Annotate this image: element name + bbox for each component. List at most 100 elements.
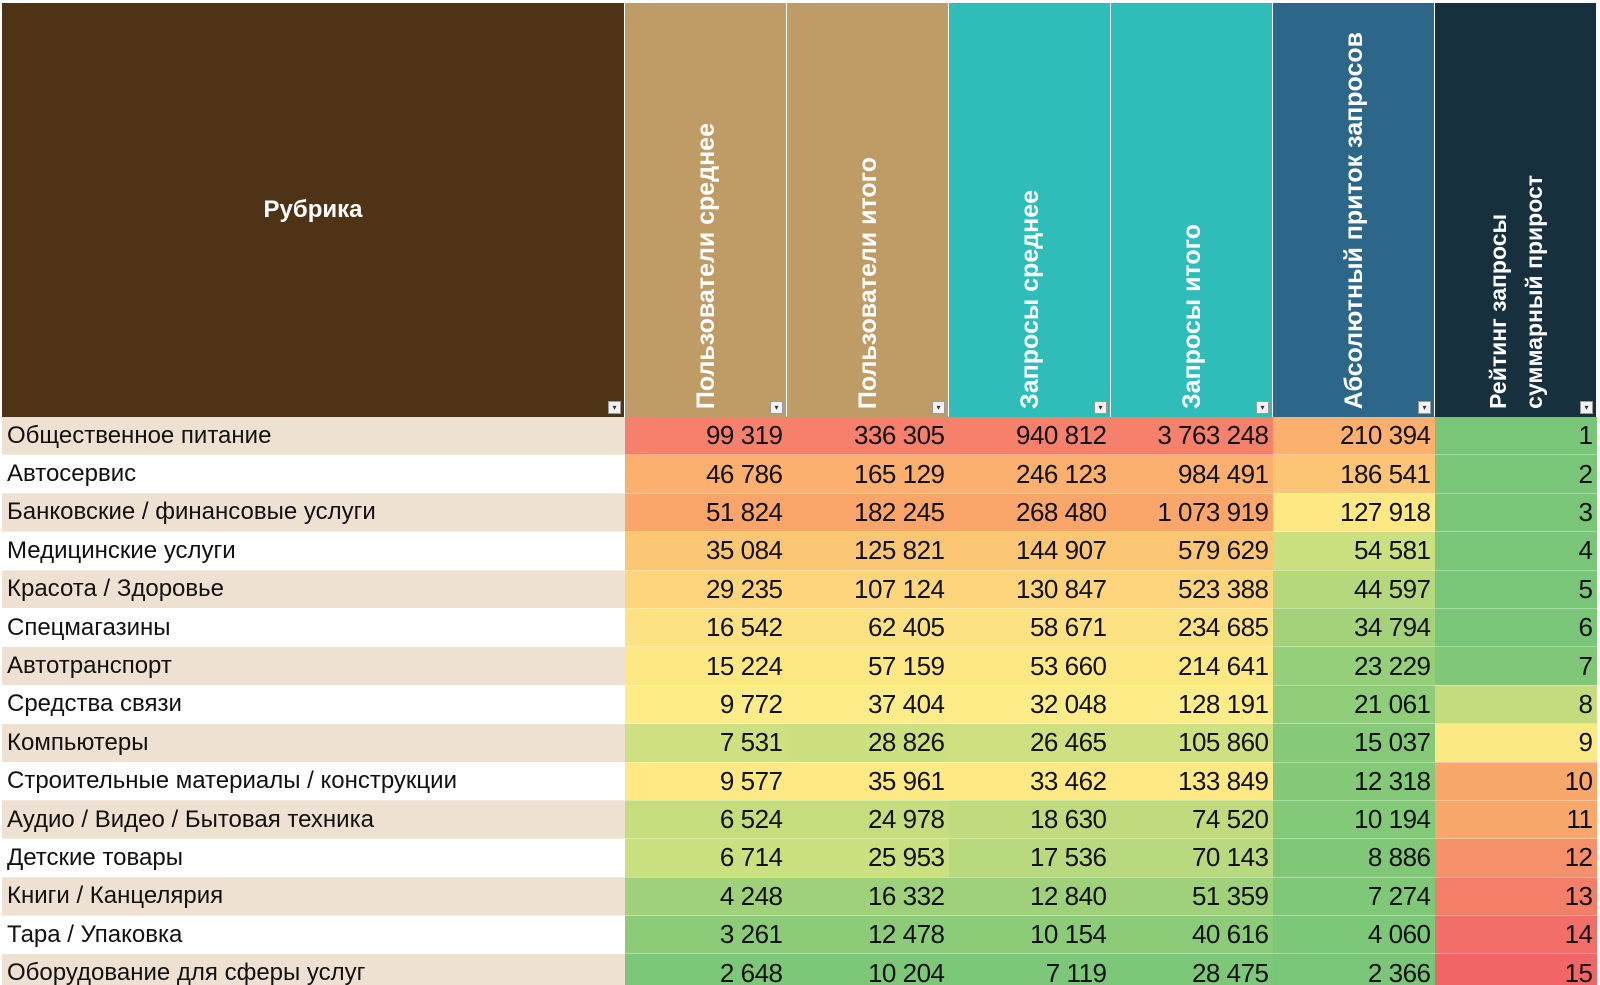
cell-req-avg[interactable]: 246 123 bbox=[948, 454, 1111, 494]
cell-abs-inflow[interactable]: 186 541 bbox=[1272, 454, 1435, 494]
filter-dropdown-icon[interactable]: ▾ bbox=[1256, 401, 1269, 414]
cell-rank[interactable]: 3 bbox=[1434, 493, 1597, 533]
cell-req-total[interactable]: 51 359 bbox=[1110, 877, 1273, 917]
cell-rank[interactable]: 4 bbox=[1434, 531, 1597, 571]
cell-abs-inflow[interactable]: 44 597 bbox=[1272, 570, 1435, 609]
cell-rubric[interactable]: Медицинские услуги bbox=[2, 531, 625, 571]
cell-req-avg[interactable]: 58 671 bbox=[948, 608, 1111, 648]
cell-req-avg[interactable]: 130 847 bbox=[948, 570, 1111, 609]
cell-rank[interactable]: 15 bbox=[1434, 953, 1597, 985]
cell-users-avg[interactable]: 2 648 bbox=[624, 953, 787, 985]
filter-dropdown-icon[interactable]: ▾ bbox=[1094, 401, 1107, 414]
cell-users-total[interactable]: 12 478 bbox=[786, 915, 949, 955]
cell-req-total[interactable]: 128 191 bbox=[1110, 685, 1273, 725]
cell-abs-inflow[interactable]: 8 886 bbox=[1272, 838, 1435, 878]
header-absolute-inflow[interactable]: Абсолютный приток запросов ▾ bbox=[1272, 3, 1435, 417]
header-rubric[interactable]: Рубрика ▾ bbox=[2, 3, 625, 417]
cell-users-total[interactable]: 28 826 bbox=[786, 723, 949, 763]
cell-req-total[interactable]: 74 520 bbox=[1110, 800, 1273, 840]
cell-rubric[interactable]: Общественное питание bbox=[2, 417, 625, 456]
cell-users-total[interactable]: 62 405 bbox=[786, 608, 949, 648]
cell-users-total[interactable]: 336 305 bbox=[786, 417, 949, 456]
cell-users-total[interactable]: 16 332 bbox=[786, 877, 949, 917]
cell-req-total[interactable]: 1 073 919 bbox=[1110, 493, 1273, 533]
cell-rubric[interactable]: Красота / Здоровье bbox=[2, 570, 625, 609]
cell-rank[interactable]: 2 bbox=[1434, 454, 1597, 494]
cell-rank[interactable]: 8 bbox=[1434, 685, 1597, 725]
cell-rubric[interactable]: Банковские / финансовые услуги bbox=[2, 493, 625, 533]
cell-users-avg[interactable]: 51 824 bbox=[624, 493, 787, 533]
cell-users-total[interactable]: 165 129 bbox=[786, 454, 949, 494]
cell-req-total[interactable]: 28 475 bbox=[1110, 953, 1273, 985]
cell-abs-inflow[interactable]: 23 229 bbox=[1272, 646, 1435, 686]
cell-rank[interactable]: 1 bbox=[1434, 417, 1597, 456]
header-requests-avg[interactable]: Запросы среднее ▾ bbox=[948, 3, 1111, 417]
cell-rubric[interactable]: Тара / Упаковка bbox=[2, 915, 625, 955]
cell-abs-inflow[interactable]: 15 037 bbox=[1272, 723, 1435, 763]
cell-users-avg[interactable]: 6 524 bbox=[624, 800, 787, 840]
cell-rank[interactable]: 9 bbox=[1434, 723, 1597, 763]
cell-rubric[interactable]: Детские товары bbox=[2, 838, 625, 878]
filter-dropdown-icon[interactable]: ▾ bbox=[1418, 401, 1431, 414]
cell-users-total[interactable]: 25 953 bbox=[786, 838, 949, 878]
cell-req-avg[interactable]: 18 630 bbox=[948, 800, 1111, 840]
cell-rank[interactable]: 5 bbox=[1434, 570, 1597, 609]
cell-req-total[interactable]: 234 685 bbox=[1110, 608, 1273, 648]
cell-abs-inflow[interactable]: 7 274 bbox=[1272, 877, 1435, 917]
cell-req-total[interactable]: 523 388 bbox=[1110, 570, 1273, 609]
cell-req-avg[interactable]: 17 536 bbox=[948, 838, 1111, 878]
cell-abs-inflow[interactable]: 4 060 bbox=[1272, 915, 1435, 955]
cell-users-total[interactable]: 107 124 bbox=[786, 570, 949, 609]
filter-dropdown-icon[interactable]: ▾ bbox=[770, 401, 783, 414]
cell-req-avg[interactable]: 144 907 bbox=[948, 531, 1111, 571]
cell-rubric[interactable]: Автотранспорт bbox=[2, 646, 625, 686]
cell-abs-inflow[interactable]: 54 581 bbox=[1272, 531, 1435, 571]
cell-users-total[interactable]: 37 404 bbox=[786, 685, 949, 725]
cell-users-avg[interactable]: 7 531 bbox=[624, 723, 787, 763]
sort-filter-icon[interactable]: ▾ bbox=[1580, 401, 1593, 414]
cell-users-total[interactable]: 125 821 bbox=[786, 531, 949, 571]
cell-req-total[interactable]: 3 763 248 bbox=[1110, 417, 1273, 456]
cell-users-avg[interactable]: 35 084 bbox=[624, 531, 787, 571]
filter-dropdown-icon[interactable]: ▾ bbox=[608, 401, 621, 414]
header-users-avg[interactable]: Пользователи среднее ▾ bbox=[624, 3, 787, 417]
cell-req-avg[interactable]: 32 048 bbox=[948, 685, 1111, 725]
cell-rank[interactable]: 13 bbox=[1434, 877, 1597, 917]
cell-rubric[interactable]: Оборудование для сферы услуг bbox=[2, 953, 625, 985]
cell-users-avg[interactable]: 16 542 bbox=[624, 608, 787, 648]
filter-dropdown-icon[interactable]: ▾ bbox=[932, 401, 945, 414]
cell-abs-inflow[interactable]: 2 366 bbox=[1272, 953, 1435, 985]
cell-abs-inflow[interactable]: 21 061 bbox=[1272, 685, 1435, 725]
cell-rank[interactable]: 11 bbox=[1434, 800, 1597, 840]
cell-users-avg[interactable]: 9 772 bbox=[624, 685, 787, 725]
cell-req-avg[interactable]: 53 660 bbox=[948, 646, 1111, 686]
cell-users-avg[interactable]: 9 577 bbox=[624, 762, 787, 801]
cell-users-avg[interactable]: 99 319 bbox=[624, 417, 787, 456]
cell-rank[interactable]: 12 bbox=[1434, 838, 1597, 878]
cell-req-avg[interactable]: 940 812 bbox=[948, 417, 1111, 456]
cell-rubric[interactable]: Средства связи bbox=[2, 685, 625, 725]
header-rating[interactable]: Рейтинг запросы суммарный прирост ▾ bbox=[1434, 3, 1597, 417]
cell-users-total[interactable]: 35 961 bbox=[786, 762, 949, 801]
cell-rubric[interactable]: Строительные материалы / конструкции bbox=[2, 762, 625, 801]
cell-abs-inflow[interactable]: 210 394 bbox=[1272, 417, 1435, 456]
cell-rubric[interactable]: Аудио / Видео / Бытовая техника bbox=[2, 800, 625, 840]
cell-users-total[interactable]: 57 159 bbox=[786, 646, 949, 686]
cell-rubric[interactable]: Спецмагазины bbox=[2, 608, 625, 648]
cell-req-total[interactable]: 70 143 bbox=[1110, 838, 1273, 878]
cell-rank[interactable]: 14 bbox=[1434, 915, 1597, 955]
cell-users-total[interactable]: 182 245 bbox=[786, 493, 949, 533]
header-requests-total[interactable]: Запросы итого ▾ bbox=[1110, 3, 1273, 417]
cell-req-total[interactable]: 984 491 bbox=[1110, 454, 1273, 494]
cell-req-avg[interactable]: 12 840 bbox=[948, 877, 1111, 917]
cell-req-avg[interactable]: 33 462 bbox=[948, 762, 1111, 801]
cell-abs-inflow[interactable]: 12 318 bbox=[1272, 762, 1435, 801]
cell-req-total[interactable]: 40 616 bbox=[1110, 915, 1273, 955]
cell-rubric[interactable]: Автосервис bbox=[2, 454, 625, 494]
cell-rank[interactable]: 10 bbox=[1434, 762, 1597, 801]
cell-abs-inflow[interactable]: 34 794 bbox=[1272, 608, 1435, 648]
cell-rank[interactable]: 7 bbox=[1434, 646, 1597, 686]
cell-rank[interactable]: 6 bbox=[1434, 608, 1597, 648]
cell-users-total[interactable]: 10 204 bbox=[786, 953, 949, 985]
cell-users-avg[interactable]: 4 248 bbox=[624, 877, 787, 917]
